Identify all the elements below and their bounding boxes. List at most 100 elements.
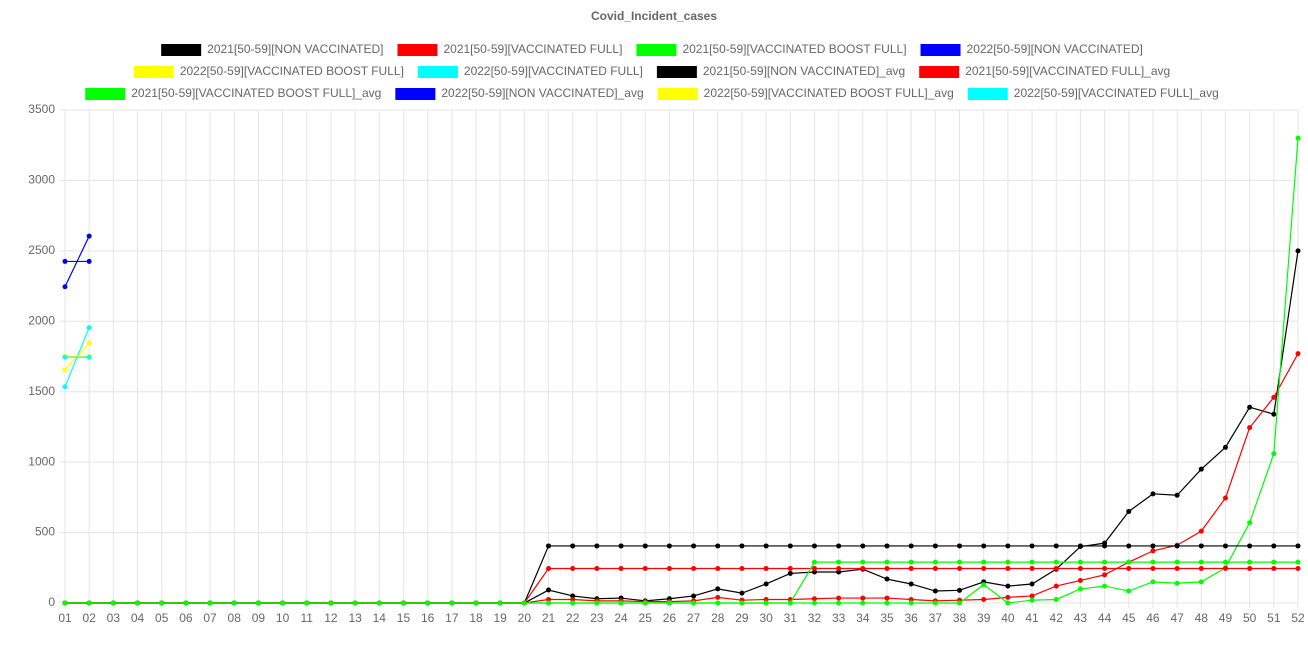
data-point bbox=[715, 594, 721, 600]
x-tick-label: 10 bbox=[276, 611, 290, 625]
data-point bbox=[1174, 580, 1180, 586]
data-point bbox=[1295, 565, 1301, 571]
data-point bbox=[86, 325, 92, 331]
data-point bbox=[1198, 559, 1204, 565]
data-point bbox=[1198, 579, 1204, 585]
x-tick-label: 46 bbox=[1146, 611, 1160, 625]
data-point bbox=[594, 600, 600, 606]
legend-swatch bbox=[656, 66, 697, 78]
data-point bbox=[1077, 577, 1083, 583]
data-point bbox=[981, 596, 987, 602]
legend-label: 2021[50-59][VACCINATED BOOST FULL] bbox=[682, 42, 906, 56]
data-point bbox=[715, 600, 721, 606]
x-tick-label: 15 bbox=[397, 611, 411, 625]
data-point bbox=[618, 600, 624, 606]
x-tick-label: 50 bbox=[1243, 611, 1257, 625]
data-point bbox=[1271, 451, 1277, 457]
x-tick-label: 23 bbox=[590, 611, 604, 625]
data-point bbox=[1077, 543, 1083, 549]
data-point bbox=[715, 586, 721, 592]
data-point bbox=[763, 596, 769, 602]
x-tick-label: 19 bbox=[493, 611, 507, 625]
data-point bbox=[1102, 565, 1108, 571]
data-point bbox=[957, 543, 963, 549]
data-point bbox=[1102, 583, 1108, 589]
data-point bbox=[666, 543, 672, 549]
data-point bbox=[1126, 565, 1132, 571]
data-point bbox=[884, 565, 890, 571]
x-tick-label: 36 bbox=[904, 611, 918, 625]
data-point bbox=[884, 576, 890, 582]
data-point bbox=[1029, 593, 1035, 599]
x-tick-label: 35 bbox=[880, 611, 894, 625]
x-tick-label: 31 bbox=[784, 611, 798, 625]
data-point bbox=[932, 559, 938, 565]
data-point bbox=[570, 596, 576, 602]
data-point bbox=[811, 596, 817, 602]
data-point bbox=[62, 384, 68, 390]
data-point bbox=[570, 565, 576, 571]
x-tick-label: 04 bbox=[131, 611, 145, 625]
data-point bbox=[546, 596, 552, 602]
x-tick-label: 33 bbox=[832, 611, 846, 625]
data-point bbox=[1222, 444, 1228, 450]
legend-swatch bbox=[967, 88, 1008, 100]
data-point bbox=[908, 543, 914, 549]
data-point bbox=[400, 600, 406, 606]
x-tick-label: 29 bbox=[735, 611, 749, 625]
data-point bbox=[546, 600, 552, 606]
data-point bbox=[739, 565, 745, 571]
data-point bbox=[666, 565, 672, 571]
x-tick-label: 25 bbox=[639, 611, 653, 625]
data-point bbox=[1126, 588, 1132, 594]
y-tick-label: 3000 bbox=[28, 173, 55, 187]
y-tick-label: 2500 bbox=[28, 243, 55, 257]
x-tick-label: 47 bbox=[1170, 611, 1184, 625]
legend-label: 2021[50-59][NON VACCINATED]_avg bbox=[703, 64, 905, 78]
data-point bbox=[1150, 565, 1156, 571]
legend-swatch bbox=[657, 88, 698, 100]
x-tick-label: 07 bbox=[203, 611, 217, 625]
data-point bbox=[1005, 583, 1011, 589]
data-point bbox=[449, 600, 455, 606]
data-point bbox=[763, 565, 769, 571]
legend-swatch bbox=[417, 66, 458, 78]
data-point bbox=[932, 543, 938, 549]
data-point bbox=[1005, 565, 1011, 571]
legend-swatch bbox=[397, 44, 438, 56]
data-point bbox=[1005, 600, 1011, 606]
legend-label: 2021[50-59][VACCINATED BOOST FULL]_avg bbox=[131, 86, 381, 100]
data-point bbox=[836, 595, 842, 601]
data-point bbox=[666, 600, 672, 606]
legend-label: 2022[50-59][NON VACCINATED] bbox=[967, 42, 1143, 56]
data-point bbox=[135, 600, 141, 606]
data-point bbox=[1102, 559, 1108, 565]
x-tick-label: 17 bbox=[445, 611, 459, 625]
data-point bbox=[787, 600, 793, 606]
data-point bbox=[981, 565, 987, 571]
x-tick-label: 30 bbox=[759, 611, 773, 625]
series-line bbox=[65, 353, 1299, 604]
x-tick-label: 14 bbox=[373, 611, 387, 625]
data-point bbox=[1174, 559, 1180, 565]
data-point bbox=[1053, 565, 1059, 571]
data-point bbox=[1005, 559, 1011, 565]
data-point bbox=[932, 600, 938, 606]
data-point bbox=[763, 581, 769, 587]
x-tick-label: 26 bbox=[663, 611, 677, 625]
data-point bbox=[811, 543, 817, 549]
legend-swatch bbox=[636, 44, 677, 56]
data-point bbox=[352, 600, 358, 606]
series-line bbox=[65, 138, 1299, 604]
data-point bbox=[811, 565, 817, 571]
data-point bbox=[1029, 597, 1035, 603]
data-point bbox=[1295, 351, 1301, 357]
data-point bbox=[86, 233, 92, 239]
data-point bbox=[739, 590, 745, 596]
x-tick-label: 44 bbox=[1098, 611, 1112, 625]
data-point bbox=[1077, 565, 1083, 571]
x-tick-label: 24 bbox=[614, 611, 628, 625]
data-point bbox=[159, 600, 165, 606]
data-point bbox=[1247, 404, 1253, 410]
